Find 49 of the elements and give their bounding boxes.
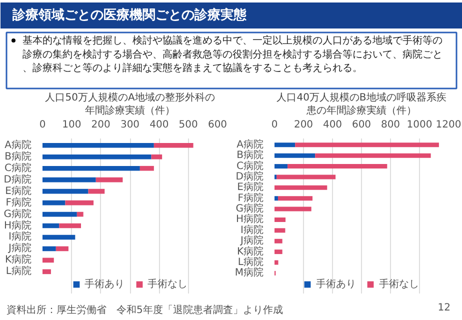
x-tick-label: 200 — [91, 120, 110, 130]
x-tick-label: 100 — [62, 120, 82, 130]
y-tick-label: D病院 — [4, 173, 32, 186]
y-tick-label: K病院 — [4, 254, 32, 266]
y-tick-label: G病院 — [236, 202, 264, 215]
y-tick-label: F病院 — [6, 196, 32, 208]
x-tick-label: 500 — [178, 120, 198, 130]
x-tick-label: 0 — [39, 120, 46, 130]
y-tick-label: A病院 — [236, 138, 264, 150]
y-tick-label: H病院 — [4, 219, 32, 232]
legend-label: 手術なし — [379, 278, 419, 291]
x-tick-label: 400 — [150, 120, 169, 130]
y-tick-label: F病院 — [238, 192, 264, 204]
legend-label: 手術あり — [316, 278, 356, 291]
x-tick-label: 200 — [294, 120, 314, 130]
y-tick-label: C病院 — [4, 162, 32, 174]
y-tick-label: C病院 — [236, 160, 264, 172]
y-tick-label: M病院 — [234, 266, 264, 279]
legend-label: 手術あり — [84, 278, 124, 291]
y-tick-label: B病院 — [4, 150, 32, 162]
y-tick-label: L病院 — [238, 256, 264, 268]
x-tick-label: 600 — [352, 120, 372, 130]
y-tick-label: H病院 — [236, 213, 264, 226]
text: 12 — [438, 302, 451, 314]
y-tick-label: A病院 — [4, 138, 32, 151]
y-tick-label: J病院 — [8, 242, 32, 254]
x-tick-label: 1000 — [406, 120, 432, 130]
y-tick-label: I病院 — [8, 230, 32, 243]
text: 診療領域ごとの医療機関ごとの診療実態 — [12, 7, 248, 23]
x-tick-label: 300 — [120, 120, 140, 130]
x-tick-label: 400 — [322, 120, 342, 130]
x-tick-label: 600 — [208, 120, 228, 130]
y-tick-label: K病院 — [236, 245, 264, 258]
y-tick-label: J病院 — [240, 234, 264, 247]
legend-label: 手術なし — [148, 278, 188, 291]
y-tick-label: G病院 — [4, 208, 32, 220]
x-tick-label: 800 — [380, 120, 400, 130]
x-tick-label: 1200 — [436, 120, 462, 130]
y-tick-label: D病院 — [236, 170, 264, 182]
chart-title: 人口40万人規模のB地域の呼吸器系疾患の年間診療実績（件） — [276, 92, 446, 117]
chart-title: 人口50万人規模のA地域の整形外科の年間診療実績（件） — [45, 92, 215, 117]
text: 基本的な情報を把握し、検討や協議を進める中で、一定以上規模の人口がある地域で手術等の診療の集約を検討する場合や、高齢者救急等の役割分担を検討する場合等において、病院ごと、診療科ごと等のより詳細な実態を踏まえて協議をすることも考えられる。 — [22, 34, 442, 74]
y-tick-label: L病院 — [6, 265, 32, 278]
y-tick-label: E病院 — [237, 181, 264, 194]
y-tick-label: I病院 — [240, 224, 264, 236]
text: 資料出所：厚生労働省 令和5年度「退院患者調査」より作成 — [6, 304, 283, 316]
y-tick-label: B病院 — [236, 149, 264, 162]
y-tick-label: E病院 — [5, 184, 32, 197]
x-tick-label: 0 — [271, 120, 278, 130]
